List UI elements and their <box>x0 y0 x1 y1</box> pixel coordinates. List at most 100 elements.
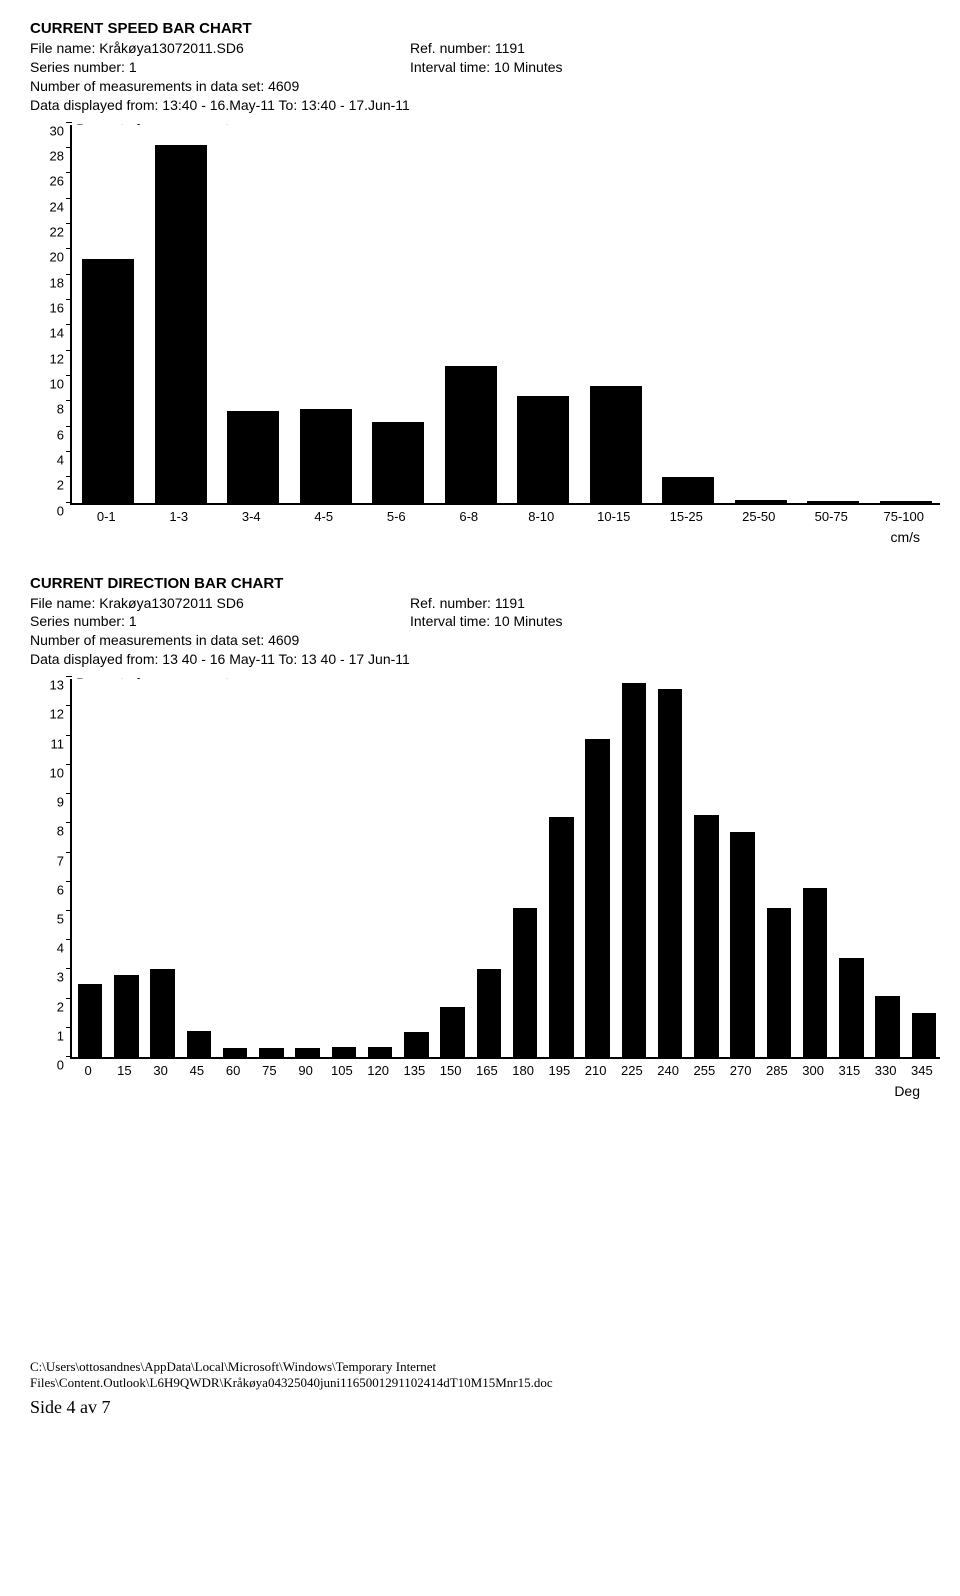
x-tick-label: 225 <box>621 1063 643 1078</box>
x-tick-label: 105 <box>331 1063 353 1078</box>
x-tick-label: 300 <box>802 1063 824 1078</box>
ref-number: 1191 <box>495 595 525 611</box>
range-from: 13 40 - 16 May-11 <box>162 651 275 667</box>
y-tick-label: 0 <box>32 503 64 518</box>
series-label: Series number: <box>30 59 129 75</box>
y-tick-mark <box>66 705 72 706</box>
x-tick-label: 3-4 <box>242 509 261 524</box>
bar <box>658 689 683 1057</box>
y-tick-mark <box>66 122 72 123</box>
bar <box>404 1032 429 1057</box>
bar <box>295 1048 320 1057</box>
ref-number-label: Ref. number: <box>410 595 495 611</box>
x-tick-label: 45 <box>190 1063 204 1078</box>
speed-meta-row3: Number of measurements in data set: 4609 <box>30 77 930 96</box>
range-label: Data displayed from: <box>30 97 162 113</box>
bar <box>150 969 175 1057</box>
y-tick-mark <box>66 476 72 477</box>
y-tick-mark <box>66 998 72 999</box>
x-tick-label: 150 <box>440 1063 462 1078</box>
x-tick-label: 180 <box>512 1063 534 1078</box>
bar <box>730 832 755 1057</box>
y-tick-mark <box>66 324 72 325</box>
bar <box>78 984 103 1057</box>
y-tick-label: 11 <box>32 736 64 751</box>
page-number: Side 4 av 7 <box>30 1396 930 1419</box>
y-tick-label: 3 <box>32 970 64 985</box>
direction-chart: 012345678910111213 <box>70 679 940 1059</box>
footer: C:\Users\ottosandnes\AppData\Local\Micro… <box>30 1359 930 1418</box>
x-tick-label: 8-10 <box>528 509 554 524</box>
y-tick-mark <box>66 1027 72 1028</box>
bar <box>767 908 792 1057</box>
x-tick-label: 0-1 <box>97 509 116 524</box>
y-tick-mark <box>66 274 72 275</box>
x-tick-label: 15-25 <box>670 509 703 524</box>
bar <box>839 958 864 1057</box>
y-tick-mark <box>66 451 72 452</box>
x-tick-label: 4-5 <box>314 509 333 524</box>
y-tick-label: 24 <box>32 199 64 214</box>
num-meas: 4609 <box>268 632 299 648</box>
y-tick-label: 26 <box>32 174 64 189</box>
bar <box>187 1031 212 1057</box>
y-tick-label: 2 <box>32 478 64 493</box>
speed-meta-row1: File name: Kråkøya13072011.SD6 Ref. numb… <box>30 39 930 58</box>
y-tick-mark <box>66 968 72 969</box>
x-tick-label: 75-100 <box>884 509 924 524</box>
ref-number: 1191 <box>495 40 525 56</box>
bar <box>155 145 207 502</box>
series-label: Series number: <box>30 613 129 629</box>
y-tick-label: 5 <box>32 911 64 926</box>
bar <box>368 1047 393 1057</box>
y-tick-mark <box>66 400 72 401</box>
file-name: Kråkøya13072011.SD6 <box>99 40 244 56</box>
y-tick-label: 6 <box>32 882 64 897</box>
y-tick-label: 30 <box>32 123 64 138</box>
y-tick-label: 18 <box>32 275 64 290</box>
y-tick-label: 9 <box>32 795 64 810</box>
x-tick-label: 210 <box>585 1063 607 1078</box>
y-tick-mark <box>66 375 72 376</box>
bar <box>880 501 932 502</box>
file-name: Krakøya13072011 SD6 <box>99 595 244 611</box>
bar <box>440 1007 465 1057</box>
x-tick-label: 255 <box>694 1063 716 1078</box>
bar <box>259 1048 284 1057</box>
bar <box>82 259 134 502</box>
y-tick-label: 4 <box>32 941 64 956</box>
speed-title: CURRENT SPEED BAR CHART <box>30 20 930 37</box>
y-tick-label: 10 <box>32 376 64 391</box>
direction-meta-row2: Series number: 1 Interval time: 10 Minut… <box>30 612 930 631</box>
bar <box>694 815 719 1058</box>
speed-section: CURRENT SPEED BAR CHART File name: Kråkø… <box>30 20 930 545</box>
bar <box>372 422 424 503</box>
x-tick-label: 10-15 <box>597 509 630 524</box>
x-tick-label: 240 <box>657 1063 679 1078</box>
footer-path1: C:\Users\ottosandnes\AppData\Local\Micro… <box>30 1359 930 1375</box>
bar <box>332 1047 357 1057</box>
file-name-label: File name: <box>30 595 99 611</box>
bar <box>300 409 352 503</box>
range-to: 13 40 - 17 Jun-11 <box>301 651 410 667</box>
y-tick-mark <box>66 1056 72 1057</box>
y-tick-label: 1 <box>32 1028 64 1043</box>
footer-path2: Files\Content.Outlook\L6H9QWDR\Kråkøya04… <box>30 1375 930 1391</box>
bar <box>517 396 569 502</box>
bar <box>445 366 497 503</box>
y-tick-mark <box>66 223 72 224</box>
y-tick-mark <box>66 793 72 794</box>
y-tick-label: 12 <box>32 707 64 722</box>
bar <box>875 996 900 1057</box>
file-name-label: File name: <box>30 40 99 56</box>
speed-chart-wrap: Percent of measurements 0246810121416182… <box>30 125 930 545</box>
bar <box>912 1013 937 1057</box>
y-tick-mark <box>66 198 72 199</box>
interval-time: 10 Minutes <box>494 613 562 629</box>
x-tick-label: 6-8 <box>459 509 478 524</box>
bar <box>662 477 714 502</box>
range-label: Data displayed from: <box>30 651 162 667</box>
y-tick-label: 10 <box>32 765 64 780</box>
direction-title: CURRENT DIRECTION BAR CHART <box>30 575 930 592</box>
speed-meta-row4: Data displayed from: 13:40 - 16.May-11 T… <box>30 96 930 115</box>
